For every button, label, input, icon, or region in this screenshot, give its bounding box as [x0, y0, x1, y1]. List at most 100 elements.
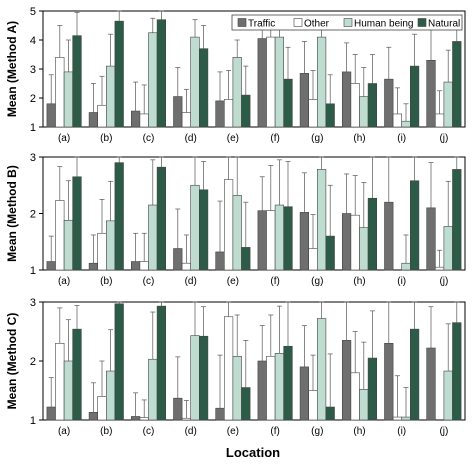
bar-natural [157, 306, 166, 420]
bar-human-being [275, 37, 284, 127]
bar-human-being [106, 371, 115, 420]
bar-natural [157, 20, 166, 127]
bar-human-being [275, 353, 284, 420]
y-tick-label: 1 [30, 265, 36, 277]
bar-natural [453, 41, 462, 127]
bar-other [182, 418, 191, 420]
bar-traffic [174, 97, 183, 127]
bar-human-being [64, 220, 73, 270]
x-tick-label: (i) [397, 276, 406, 287]
bar-other [98, 233, 107, 270]
bar-human-being [191, 185, 200, 270]
bar-natural [368, 358, 377, 420]
bar-other [140, 114, 149, 127]
bar-other [224, 180, 233, 270]
bar-natural [157, 167, 166, 270]
x-tick-label: (b) [100, 133, 112, 144]
bar-human-being [402, 263, 411, 270]
bar-other [224, 99, 233, 127]
bar-human-being [149, 359, 158, 420]
bar-traffic [342, 340, 351, 420]
x-tick-label: (b) [100, 426, 112, 437]
bar-human-being [317, 169, 326, 270]
bar-natural [410, 181, 419, 270]
bar-other [98, 105, 107, 127]
chart-panels: 1 2 3 4 5 Mean (Method A) (a) (b) (c) (d) (e) (f) (g… [5, 6, 465, 437]
bar-traffic [131, 111, 140, 127]
bar-natural [115, 304, 124, 420]
x-tick-label: (g) [311, 426, 323, 437]
bar-traffic [300, 73, 309, 127]
chart-panel-3: 1 2 3 Mean (Method C) (a) (b) (c) (d) (e) (f) (g) (… [5, 297, 465, 437]
x-tick-label: (d) [185, 276, 197, 287]
x-tick-label: (h) [353, 276, 365, 287]
chart-panel-1: 1 2 3 4 5 Mean (Method A) (a) (b) (c) (d) (e) (f) (g… [5, 6, 465, 144]
bar-traffic [89, 412, 98, 420]
bar-human-being [444, 82, 453, 127]
y-tick-label: 2 [30, 356, 36, 368]
bar-traffic [47, 104, 56, 127]
y-tick-label: 2 [30, 93, 36, 105]
x-tick-label: (e) [227, 276, 239, 287]
bar-traffic [427, 208, 436, 270]
x-tick-label: (g) [311, 276, 323, 287]
bar-natural [410, 329, 419, 420]
bar-natural [410, 66, 419, 127]
bar-human-being [360, 228, 369, 270]
legend-swatch [418, 19, 426, 27]
bar-human-being [149, 205, 158, 270]
bar-other [140, 418, 149, 420]
legend-label: Other [304, 19, 330, 30]
bar-human-being [64, 361, 73, 420]
bar-natural [326, 407, 335, 420]
bar-human-being [317, 319, 326, 420]
x-tick-label: (i) [397, 133, 406, 144]
bar-natural [284, 346, 293, 420]
bar-human-being [317, 37, 326, 127]
bar-other [56, 57, 65, 127]
x-tick-label: (h) [353, 426, 365, 437]
bar-traffic [216, 408, 225, 420]
bar-traffic [342, 72, 351, 127]
bar-human-being [106, 221, 115, 270]
bar-natural [326, 236, 335, 270]
x-tick-label: (g) [311, 133, 323, 144]
bar-other [309, 249, 318, 270]
bar-natural [284, 79, 293, 127]
bar-natural [115, 21, 124, 127]
bar-other [224, 317, 233, 420]
x-tick-label: (f) [270, 426, 279, 437]
x-tick-label: (j) [439, 276, 448, 287]
x-tick-label: (e) [227, 426, 239, 437]
bar-human-being [444, 371, 453, 420]
bar-human-being [402, 417, 411, 420]
legend-swatch [344, 19, 352, 27]
bar-other [182, 263, 191, 270]
x-tick-label: (d) [185, 133, 197, 144]
bar-other [393, 114, 402, 127]
chart-panel-2: 1 2 3 Mean (Method B) (a) (b) (c) (d) (e) (f) (g) (… [5, 152, 465, 287]
bar-natural [242, 95, 251, 127]
bar-human-being [233, 356, 242, 420]
bar-traffic [342, 214, 351, 271]
bar-other [56, 343, 65, 420]
bar-traffic [174, 398, 183, 420]
y-tick-label: 5 [30, 6, 36, 18]
bar-traffic [47, 407, 56, 420]
bar-other [309, 99, 318, 127]
x-tick-label: (e) [227, 133, 239, 144]
bar-traffic [385, 202, 394, 270]
bar-other [351, 373, 360, 420]
bar-traffic [216, 101, 225, 127]
bar-human-being [64, 72, 73, 127]
bar-traffic [258, 361, 267, 420]
bar-human-being [149, 33, 158, 127]
x-tick-label: (j) [439, 133, 448, 144]
x-tick-label: (c) [143, 276, 155, 287]
x-tick-label: (f) [270, 276, 279, 287]
bar-natural [199, 336, 208, 420]
bar-human-being [444, 226, 453, 270]
legend-label: Traffic [248, 19, 275, 30]
bar-traffic [427, 348, 436, 420]
x-tick-label: (h) [353, 133, 365, 144]
